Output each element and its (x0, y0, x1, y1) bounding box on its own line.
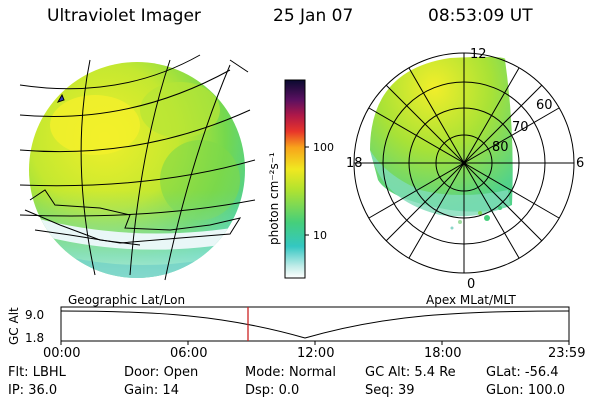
status-filter: Flt: LBHL (8, 365, 66, 380)
polar-mlt-plot (353, 52, 575, 274)
alt-tick-1-8: 1.8 (25, 331, 45, 345)
colorbar-unit-label: photon cm⁻²s⁻¹ (267, 152, 281, 245)
alt-tick-9: 9.0 (25, 308, 45, 322)
status-seq: Seq: 39 (365, 383, 415, 398)
time-label: 08:53:09 UT (428, 6, 533, 26)
altitude-axis-title: GC Alt (7, 307, 21, 345)
mlt-label-12: 12 (470, 47, 487, 62)
mlt-label-6: 6 (576, 156, 585, 171)
status-glat: GLat: -56.4 (486, 365, 559, 380)
status-glon: GLon: 100.0 (486, 383, 566, 398)
orbit-altitude-timeline (60, 306, 570, 345)
time-tick-1200: 12:00 (297, 346, 335, 361)
status-ip: IP: 36.0 (8, 383, 58, 398)
time-tick-0600: 06:00 (170, 346, 208, 361)
mlat-label-80: 80 (492, 140, 509, 155)
status-dsp: Dsp: 0.0 (245, 383, 300, 398)
colorbar-tick-10: 10 (313, 229, 327, 242)
date-label: 25 Jan 07 (273, 6, 354, 26)
apex-label: Apex MLat/MLT (426, 293, 516, 307)
time-tick-1800: 18:00 (424, 346, 462, 361)
mlt-label-0: 0 (467, 277, 476, 292)
status-door: Door: Open (124, 365, 199, 380)
latlon-grid (19, 54, 256, 281)
polar-grid (353, 52, 575, 274)
time-tick-2359: 23:59 (548, 346, 586, 361)
geographic-aurora-image (19, 54, 256, 281)
status-mode: Mode: Normal (245, 365, 336, 380)
status-gain: Gain: 14 (124, 383, 179, 398)
altitude-curve (60, 310, 570, 339)
mlat-label-60: 60 (536, 98, 553, 113)
time-tick-0000: 00:00 (43, 346, 81, 361)
mlt-label-18: 18 (346, 156, 363, 171)
instrument-title: Ultraviolet Imager (47, 6, 201, 26)
status-gc-alt: GC Alt: 5.4 Re (365, 365, 456, 380)
colorbar-tick-100: 100 (313, 141, 334, 154)
geographic-label: Geographic Lat/Lon (68, 293, 186, 307)
intensity-colorbar (284, 79, 309, 279)
mlat-label-70: 70 (512, 120, 529, 135)
